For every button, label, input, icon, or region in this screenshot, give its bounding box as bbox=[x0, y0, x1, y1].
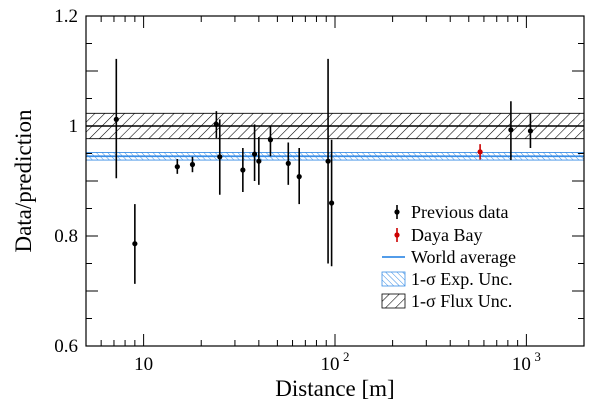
marker-s0-15 bbox=[527, 128, 534, 134]
marker-s0-3 bbox=[189, 161, 196, 168]
marker-s0-11 bbox=[296, 174, 302, 180]
legend-swatch-exp-unc bbox=[381, 271, 406, 287]
data-point-s0-4 bbox=[213, 111, 219, 139]
legend-entry-flux-unc: 1-σ Flux Unc. bbox=[381, 291, 512, 311]
data-point-s0-12 bbox=[325, 58, 331, 264]
data-point-s0-14 bbox=[508, 101, 514, 161]
legend-entry-world-average: World average bbox=[382, 247, 516, 267]
data-point-s0-5 bbox=[217, 119, 223, 195]
data-point-s0-9 bbox=[267, 126, 274, 157]
data-point-s0-8 bbox=[256, 137, 262, 185]
marker-s0-9 bbox=[267, 137, 274, 143]
legend-marker-daya-bay bbox=[394, 232, 400, 238]
data-point-s0-7 bbox=[251, 124, 258, 181]
legend-swatch-flux-unc bbox=[381, 293, 406, 309]
legend-entry-daya-bay: Daya Bay bbox=[394, 225, 482, 245]
y-tick-label: 0.6 bbox=[54, 336, 78, 357]
legend-entry-previous-data: Previous data bbox=[394, 202, 508, 222]
marker-s0-0 bbox=[113, 116, 119, 122]
data-points-layer bbox=[113, 58, 534, 284]
data-point-s0-2 bbox=[174, 159, 180, 174]
x-tick-label-exponent: 2 bbox=[343, 349, 350, 364]
x-tick-label-exponent: 3 bbox=[534, 349, 541, 364]
marker-s0-14 bbox=[508, 127, 514, 133]
legend: Previous data Daya Bay World average 1-σ… bbox=[381, 202, 516, 311]
marker-s0-2 bbox=[174, 164, 180, 170]
legend-label-exp-unc: 1-σ Exp. Unc. bbox=[411, 269, 513, 289]
x-axis-title: Distance [m] bbox=[275, 376, 394, 401]
marker-s0-6 bbox=[240, 167, 246, 173]
legend-label-daya-bay: Daya Bay bbox=[411, 225, 482, 245]
marker-s0-4 bbox=[213, 121, 219, 127]
data-point-s0-13 bbox=[329, 139, 335, 267]
legend-label-previous-data: Previous data bbox=[411, 202, 508, 222]
marker-s0-7 bbox=[251, 151, 258, 157]
data-point-s0-10 bbox=[285, 142, 291, 185]
legend-marker-previous-data bbox=[394, 209, 400, 215]
marker-s0-1 bbox=[132, 241, 138, 247]
data-point-s0-15 bbox=[527, 113, 534, 148]
y-axis-title: Data/prediction bbox=[11, 109, 36, 253]
marker-s0-13 bbox=[329, 200, 335, 206]
x-tick-label: 10 bbox=[512, 354, 531, 375]
data-point-s0-1 bbox=[132, 204, 138, 284]
legend-label-flux-unc: 1-σ Flux Unc. bbox=[411, 291, 512, 311]
marker-s0-8 bbox=[256, 158, 262, 164]
data-point-s0-3 bbox=[189, 156, 196, 173]
marker-s0-5 bbox=[217, 154, 223, 160]
y-tick-label: 1 bbox=[69, 116, 79, 137]
x-tick-label: 10 bbox=[321, 354, 340, 375]
axis-tick-labels: 0.60.811.210 10 2 10 3 bbox=[54, 6, 541, 375]
x-tick-label: 10 bbox=[134, 354, 153, 375]
y-tick-label: 0.8 bbox=[54, 226, 78, 247]
y-tick-label: 1.2 bbox=[54, 6, 78, 27]
bands-layer bbox=[86, 112, 584, 161]
marker-s0-10 bbox=[285, 160, 291, 166]
data-point-s0-0 bbox=[113, 58, 119, 179]
axis-ticks bbox=[85, 15, 585, 347]
reference-lines-layer bbox=[86, 125, 584, 158]
data-point-s0-6 bbox=[240, 148, 246, 192]
data-point-s0-11 bbox=[296, 148, 302, 205]
data-point-s1-0 bbox=[477, 144, 483, 160]
marker-s1-0 bbox=[477, 149, 483, 155]
marker-s0-12 bbox=[325, 158, 331, 164]
legend-entry-exp-unc: 1-σ Exp. Unc. bbox=[381, 269, 513, 289]
legend-label-world-average: World average bbox=[411, 247, 516, 267]
